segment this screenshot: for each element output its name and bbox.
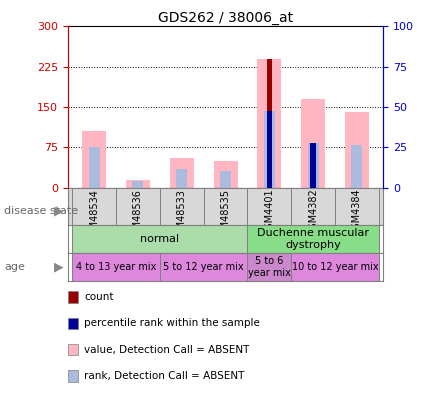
Text: count: count [84, 292, 113, 302]
Text: 10 to 12 year mix: 10 to 12 year mix [292, 262, 378, 272]
Text: 4 to 13 year mix: 4 to 13 year mix [76, 262, 156, 272]
Text: GSM4382: GSM4382 [308, 189, 318, 235]
Bar [247, 188, 291, 226]
Text: GSM48535: GSM48535 [221, 189, 230, 242]
Bar [132, 181, 144, 188]
Text: GSM48536: GSM48536 [133, 189, 143, 242]
Bar [170, 158, 194, 188]
Bar [72, 188, 116, 226]
Text: 5 to 6
year mix: 5 to 6 year mix [248, 256, 291, 278]
Bar [258, 59, 282, 188]
Text: ▶: ▶ [54, 204, 64, 217]
Bar [345, 112, 369, 188]
Title: GDS262 / 38006_at: GDS262 / 38006_at [158, 11, 293, 25]
Text: normal: normal [140, 234, 180, 244]
Text: age: age [4, 262, 25, 272]
Bar [351, 145, 363, 188]
Bar [176, 169, 187, 188]
Bar [126, 179, 150, 188]
Text: 5 to 12 year mix: 5 to 12 year mix [163, 262, 244, 272]
Bar [72, 226, 247, 253]
Bar [264, 111, 275, 188]
Bar [160, 253, 247, 281]
Text: GSM4401: GSM4401 [265, 189, 274, 235]
Text: GSM4384: GSM4384 [352, 189, 362, 235]
Text: Duchenne muscular
dystrophy: Duchenne muscular dystrophy [257, 228, 369, 250]
Bar [301, 99, 325, 188]
Bar [267, 59, 272, 188]
Text: disease state: disease state [4, 206, 78, 215]
Bar [116, 188, 160, 226]
Bar [82, 131, 106, 188]
Text: ▶: ▶ [54, 260, 64, 273]
Bar [214, 161, 238, 188]
Bar [204, 188, 247, 226]
Bar [267, 111, 272, 188]
Text: GSM48534: GSM48534 [89, 189, 99, 242]
Bar [307, 143, 319, 188]
Bar [335, 188, 379, 226]
Bar [72, 253, 160, 281]
Bar [220, 171, 231, 188]
Text: percentile rank within the sample: percentile rank within the sample [84, 318, 260, 328]
Text: GSM48533: GSM48533 [177, 189, 187, 242]
Bar [247, 226, 379, 253]
Text: rank, Detection Call = ABSENT: rank, Detection Call = ABSENT [84, 371, 244, 381]
Bar [247, 253, 291, 281]
Bar [88, 147, 100, 188]
Text: value, Detection Call = ABSENT: value, Detection Call = ABSENT [84, 345, 250, 355]
Bar [291, 253, 379, 281]
Bar [291, 188, 335, 226]
Bar [160, 188, 204, 226]
Bar [311, 143, 316, 188]
